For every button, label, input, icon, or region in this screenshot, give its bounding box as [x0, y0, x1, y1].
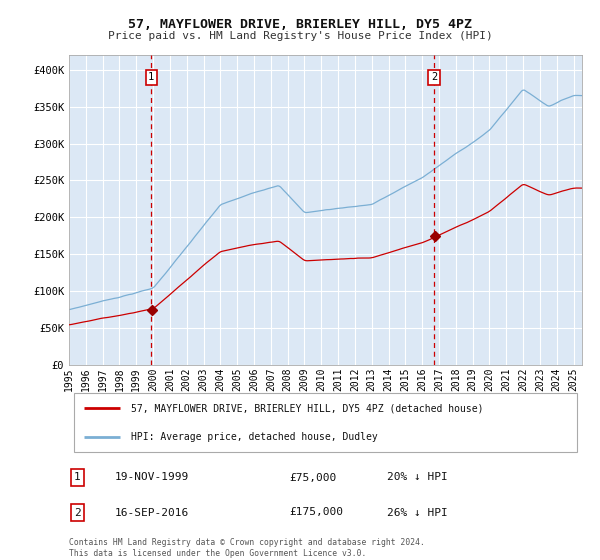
Text: 57, MAYFLOWER DRIVE, BRIERLEY HILL, DY5 4PZ (detached house): 57, MAYFLOWER DRIVE, BRIERLEY HILL, DY5 … [131, 403, 483, 413]
Text: 1: 1 [148, 72, 154, 82]
Text: HPI: Average price, detached house, Dudley: HPI: Average price, detached house, Dudl… [131, 432, 377, 442]
Text: £175,000: £175,000 [290, 507, 344, 517]
Text: 2: 2 [431, 72, 437, 82]
Text: 20% ↓ HPI: 20% ↓ HPI [387, 473, 448, 483]
Text: 1: 1 [74, 473, 81, 483]
Text: £75,000: £75,000 [290, 473, 337, 483]
Text: 16-SEP-2016: 16-SEP-2016 [115, 507, 190, 517]
Text: 26% ↓ HPI: 26% ↓ HPI [387, 507, 448, 517]
Text: 19-NOV-1999: 19-NOV-1999 [115, 473, 190, 483]
Text: Price paid vs. HM Land Registry's House Price Index (HPI): Price paid vs. HM Land Registry's House … [107, 31, 493, 41]
Text: 57, MAYFLOWER DRIVE, BRIERLEY HILL, DY5 4PZ: 57, MAYFLOWER DRIVE, BRIERLEY HILL, DY5 … [128, 18, 472, 31]
FancyBboxPatch shape [74, 393, 577, 452]
Text: 2: 2 [74, 507, 81, 517]
Text: Contains HM Land Registry data © Crown copyright and database right 2024.
This d: Contains HM Land Registry data © Crown c… [69, 538, 425, 558]
